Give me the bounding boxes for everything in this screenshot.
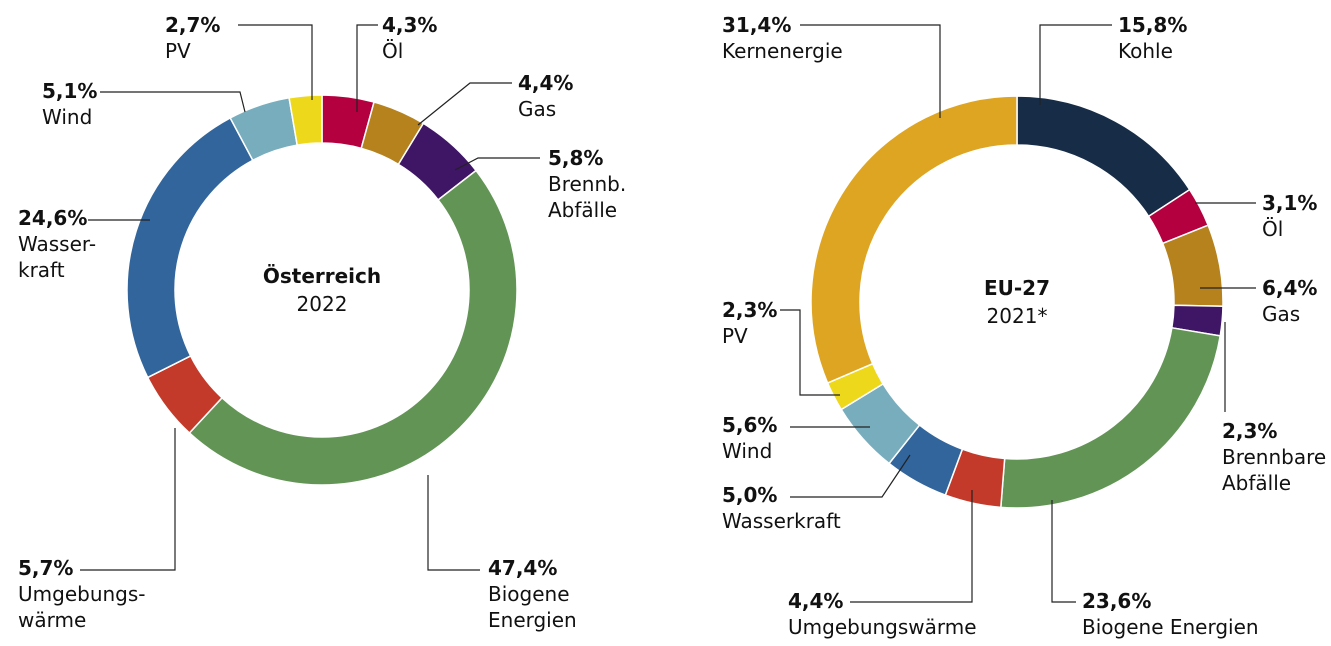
- chart-title: EU-27: [983, 276, 1051, 300]
- value-label: 47,4%: [488, 556, 558, 580]
- donut-segment: [126, 116, 254, 379]
- category-label: Wind: [42, 105, 93, 129]
- value-label: 4,4%: [788, 589, 844, 613]
- leader-line: [780, 309, 840, 396]
- leader-line: [1039, 24, 1112, 105]
- category-label: Gas: [1262, 302, 1301, 326]
- category-label: Umgebungswärme: [788, 615, 977, 639]
- slice-label: 31,4% Kernenergie: [722, 12, 843, 64]
- value-label: 5,6%: [722, 413, 778, 437]
- value-label: 6,4%: [1262, 276, 1318, 300]
- leader-line: [356, 24, 378, 112]
- value-label: 2,3%: [722, 298, 778, 322]
- leader-line: [454, 157, 540, 171]
- donut-segment: [810, 95, 1018, 384]
- slice-label: 4,4% Umgebungswärme: [788, 588, 977, 640]
- slice-label: 6,4% Gas: [1262, 275, 1317, 327]
- leader-line: [100, 91, 246, 113]
- value-label: 3,1%: [1262, 191, 1318, 215]
- slice-label: 15,8% Kohle: [1118, 12, 1187, 64]
- category-label: Wasserkraft: [722, 509, 841, 533]
- slice-label: 5,1% Wind: [42, 78, 97, 130]
- center-label: Österreich 2022: [222, 262, 422, 318]
- slice-label: 5,6% Wind: [722, 412, 777, 464]
- donut-segment: [1016, 95, 1191, 218]
- category-label: Kohle: [1118, 39, 1173, 63]
- leader-line: [1051, 500, 1076, 603]
- value-label: 31,4%: [722, 13, 792, 37]
- slice-label: 5,8% Brennb. Abfälle: [548, 145, 626, 223]
- slice-label: 5,7% Umgebungs- wärme: [18, 555, 146, 633]
- category-label: Brennb. Abfälle: [548, 172, 627, 222]
- slice-label: 5,0% Wasserkraft: [722, 482, 841, 534]
- category-label: Öl: [382, 39, 404, 63]
- category-label: Umgebungs- wärme: [18, 582, 146, 632]
- leader-line: [427, 475, 480, 571]
- category-label: Öl: [1262, 217, 1284, 241]
- category-label: Biogene Energien: [488, 582, 577, 632]
- slice-label: 2,7% PV: [165, 12, 220, 64]
- category-label: Kernenergie: [722, 39, 843, 63]
- slice-label: 23,6% Biogene Energien: [1082, 588, 1259, 640]
- slice-label: 4,3% Öl: [382, 12, 437, 64]
- value-label: 5,7%: [18, 556, 74, 580]
- value-label: 5,1%: [42, 79, 98, 103]
- category-label: Gas: [518, 97, 557, 121]
- chart-subtitle: 2021*: [986, 304, 1048, 328]
- center-label: EU-27 2021*: [917, 274, 1117, 330]
- category-label: PV: [165, 39, 191, 63]
- value-label: 15,8%: [1118, 13, 1188, 37]
- value-label: 5,0%: [722, 483, 778, 507]
- value-label: 2,7%: [165, 13, 221, 37]
- chart-subtitle: 2022: [296, 292, 348, 316]
- leader-line: [417, 82, 512, 126]
- category-label: Wind: [722, 439, 773, 463]
- value-label: 23,6%: [1082, 589, 1152, 613]
- leader-line: [850, 490, 973, 603]
- value-label: 5,8%: [548, 146, 604, 170]
- slice-label: 4,4% Gas: [518, 70, 573, 122]
- value-label: 2,3%: [1222, 419, 1278, 443]
- value-label: 24,6%: [18, 206, 88, 230]
- slice-label: 3,1% Öl: [1262, 190, 1317, 242]
- value-label: 4,3%: [382, 13, 438, 37]
- donut-segment: [1000, 326, 1222, 509]
- category-label: Biogene Energien: [1082, 615, 1259, 639]
- category-label: Brennbare Abfälle: [1222, 445, 1327, 495]
- value-label: 4,4%: [518, 71, 574, 95]
- leader-line: [238, 24, 313, 100]
- category-label: Wasser- kraft: [18, 232, 97, 282]
- slice-label: 24,6% Wasser- kraft: [18, 205, 96, 283]
- slice-label: 2,3% PV: [722, 297, 777, 349]
- donut-segment: [188, 169, 518, 486]
- slice-label: 2,3% Brennbare Abfälle: [1222, 418, 1326, 496]
- slice-label: 47,4% Biogene Energien: [488, 555, 577, 633]
- category-label: PV: [722, 324, 748, 348]
- leader-line: [80, 428, 176, 571]
- chart-title: Österreich: [262, 264, 382, 288]
- leader-line: [790, 454, 911, 498]
- leader-line: [800, 24, 941, 118]
- donut-segment: [288, 94, 323, 146]
